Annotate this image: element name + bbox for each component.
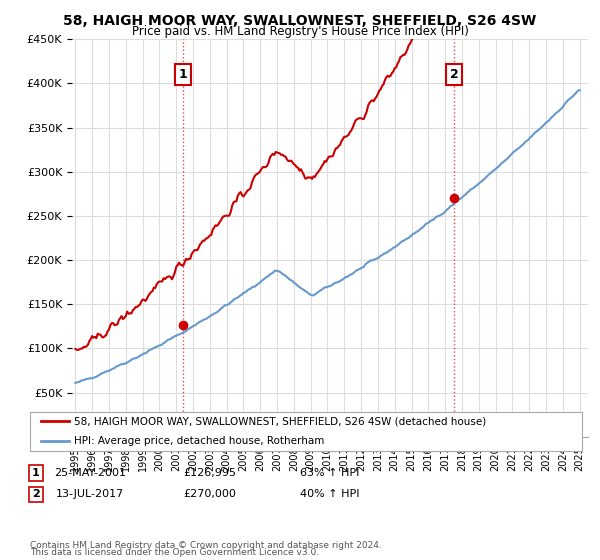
Text: HPI: Average price, detached house, Rotherham: HPI: Average price, detached house, Roth…	[74, 436, 325, 446]
Text: 13-JUL-2017: 13-JUL-2017	[56, 489, 124, 500]
Text: 40% ↑ HPI: 40% ↑ HPI	[300, 489, 360, 500]
Text: 1: 1	[32, 468, 40, 478]
Text: 63% ↑ HPI: 63% ↑ HPI	[301, 468, 359, 478]
Text: £126,995: £126,995	[184, 468, 236, 478]
Text: 58, HAIGH MOOR WAY, SWALLOWNEST, SHEFFIELD, S26 4SW: 58, HAIGH MOOR WAY, SWALLOWNEST, SHEFFIE…	[64, 14, 536, 28]
Text: Contains HM Land Registry data © Crown copyright and database right 2024.: Contains HM Land Registry data © Crown c…	[30, 541, 382, 550]
Text: This data is licensed under the Open Government Licence v3.0.: This data is licensed under the Open Gov…	[30, 548, 319, 557]
Text: 1: 1	[179, 68, 187, 81]
Text: 25-MAY-2001: 25-MAY-2001	[54, 468, 126, 478]
Text: 2: 2	[32, 489, 40, 500]
Text: 58, HAIGH MOOR WAY, SWALLOWNEST, SHEFFIELD, S26 4SW (detached house): 58, HAIGH MOOR WAY, SWALLOWNEST, SHEFFIE…	[74, 417, 487, 426]
Text: £270,000: £270,000	[184, 489, 236, 500]
Text: 2: 2	[449, 68, 458, 81]
Text: Price paid vs. HM Land Registry's House Price Index (HPI): Price paid vs. HM Land Registry's House …	[131, 25, 469, 38]
